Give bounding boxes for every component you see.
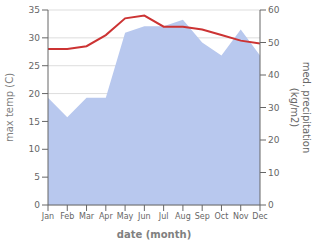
svg-text:15: 15 xyxy=(29,117,40,127)
svg-text:20: 20 xyxy=(29,89,41,99)
svg-text:Feb: Feb xyxy=(60,212,74,221)
svg-text:0: 0 xyxy=(34,200,40,210)
svg-text:Apr: Apr xyxy=(99,212,114,221)
svg-text:Nov: Nov xyxy=(233,212,249,221)
svg-text:35: 35 xyxy=(29,5,40,15)
svg-text:30: 30 xyxy=(268,103,280,113)
svg-text:Jul: Jul xyxy=(158,212,169,221)
svg-text:Mar: Mar xyxy=(79,212,95,221)
svg-text:Dec: Dec xyxy=(252,212,267,221)
svg-text:5: 5 xyxy=(34,172,40,182)
svg-text:Oct: Oct xyxy=(215,212,229,221)
svg-text:Sep: Sep xyxy=(195,212,210,221)
svg-text:10: 10 xyxy=(29,144,41,154)
svg-text:10: 10 xyxy=(268,168,280,178)
svg-text:med. precipitation(kg/m2): med. precipitation(kg/m2) xyxy=(289,62,311,154)
svg-text:Jun: Jun xyxy=(137,212,151,221)
svg-text:60: 60 xyxy=(268,5,280,15)
svg-text:Aug: Aug xyxy=(175,212,191,221)
svg-text:50: 50 xyxy=(268,38,280,48)
svg-text:30: 30 xyxy=(29,33,41,43)
svg-text:0: 0 xyxy=(268,200,274,210)
svg-text:max temp (C): max temp (C) xyxy=(8,73,15,142)
svg-text:date (month): date (month) xyxy=(117,229,191,240)
svg-text:May: May xyxy=(117,212,134,221)
svg-text:25: 25 xyxy=(29,61,40,71)
svg-text:20: 20 xyxy=(268,135,280,145)
svg-text:Jan: Jan xyxy=(41,212,54,221)
svg-text:40: 40 xyxy=(268,70,280,80)
